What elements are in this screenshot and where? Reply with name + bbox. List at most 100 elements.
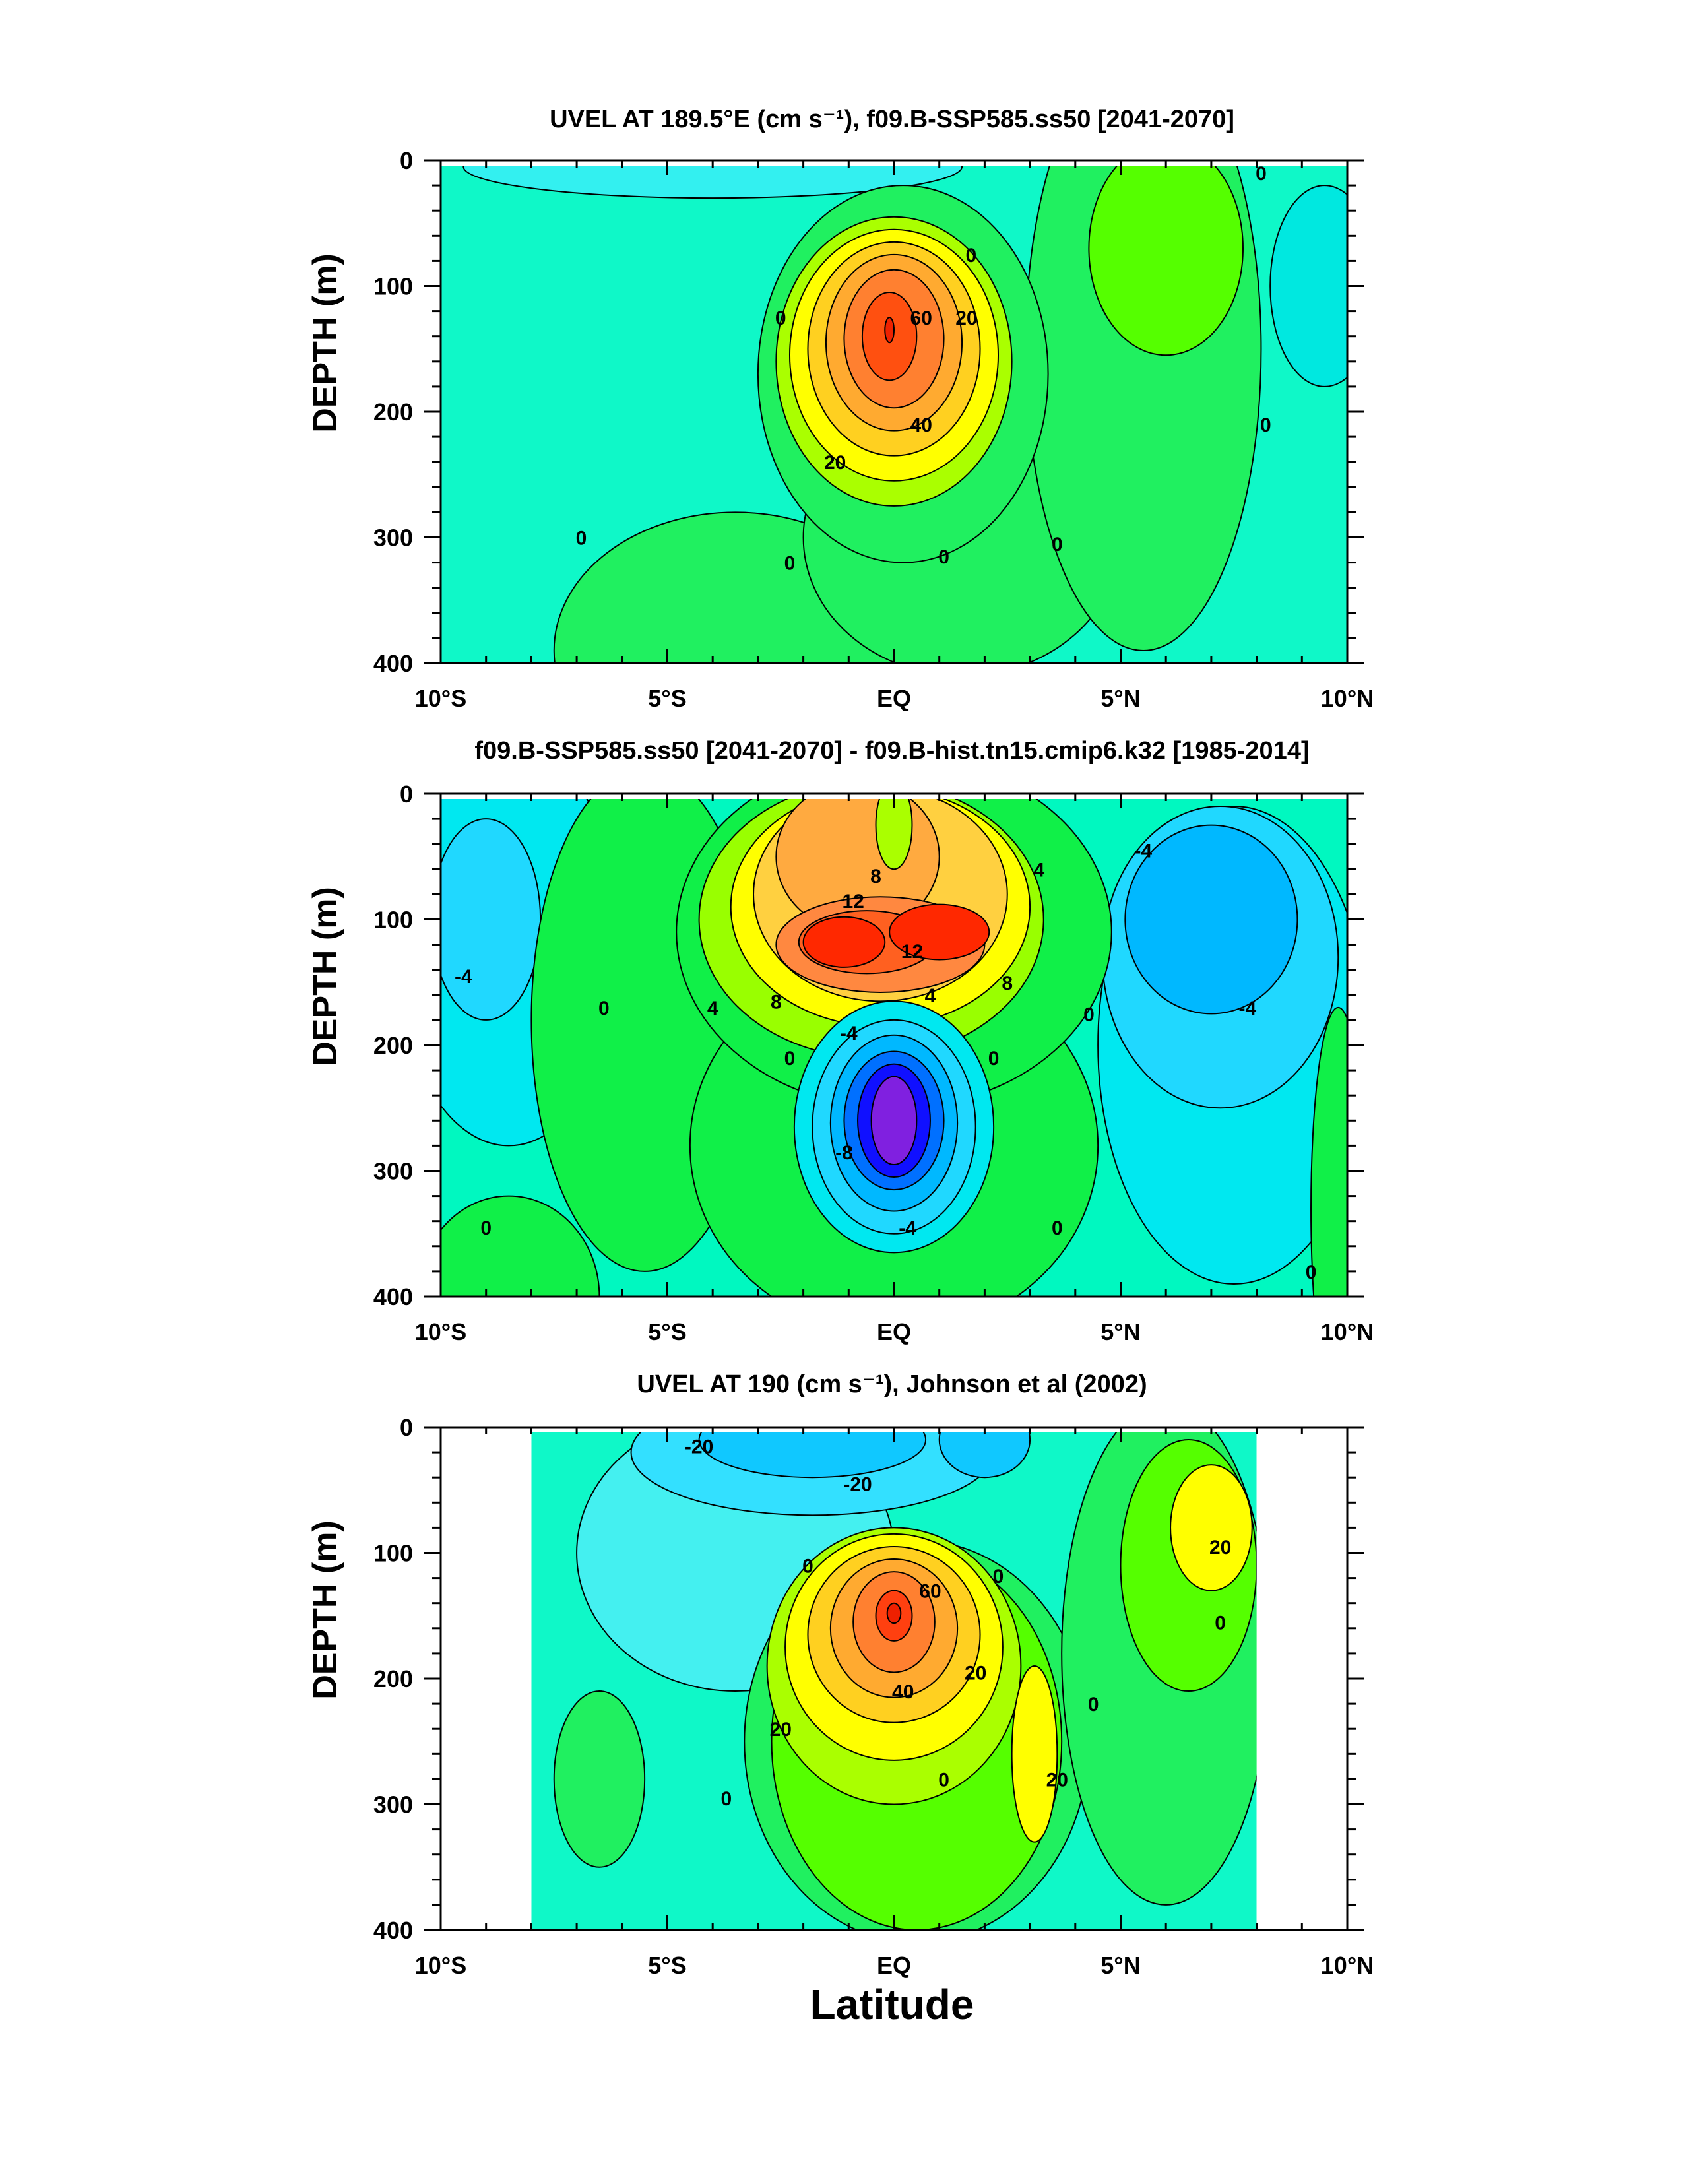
contour-region-18	[802, 916, 886, 968]
contour-label: 0	[802, 1556, 813, 1578]
contour-label: 0	[965, 245, 976, 267]
contour-label: 20	[1046, 1769, 1068, 1791]
contour-label: -8	[835, 1142, 853, 1164]
contour-region-12	[1011, 1665, 1058, 1843]
y-tick-label: 300	[373, 525, 413, 552]
panel-1-ylabel: DEPTH (m)	[306, 253, 344, 433]
x-tick-label: EQ	[877, 685, 911, 712]
contour-label: 8	[1002, 973, 1013, 994]
contour-label: 0	[938, 546, 949, 568]
y-tick-label: 0	[400, 781, 413, 808]
contour-label: 20	[824, 452, 846, 474]
x-tick-label: 5°S	[648, 685, 686, 712]
x-tick-label: 10°N	[1321, 685, 1374, 712]
contour-label: 0	[1306, 1262, 1317, 1283]
contour-label: 0	[1052, 1217, 1063, 1239]
contour-label: 20	[1209, 1537, 1231, 1558]
contour-region-4	[938, 1432, 1031, 1479]
contour-label: -4	[1135, 841, 1153, 862]
y-tick-label: 400	[373, 1917, 413, 1944]
contour-label: 20	[955, 307, 977, 329]
figure-xlabel: Latitude	[810, 1981, 974, 2028]
contour-label: 0	[1256, 163, 1267, 185]
y-tick-label: 200	[373, 399, 413, 426]
panel-2-title: f09.B-SSP585.ss50 [2041-2070] - f09.B-hi…	[474, 737, 1309, 765]
contour-region-2	[1269, 185, 1347, 387]
panel-3-ylabel: DEPTH (m)	[306, 1520, 344, 1700]
contour-label: 0	[775, 307, 786, 329]
y-tick-label: 0	[400, 1414, 413, 1441]
y-tick-label: 0	[400, 147, 413, 174]
contour-label: 40	[910, 414, 932, 436]
contour-label: 0	[1088, 1694, 1099, 1716]
x-tick-label: EQ	[877, 1952, 911, 1979]
x-tick-label: 10°N	[1321, 1952, 1374, 1979]
contour-label: 0	[988, 1048, 1000, 1070]
panel-3: UVEL AT 190 (cm s⁻¹), Johnson et al (200…	[306, 1370, 1374, 1979]
panel-1: UVEL AT 189.5°E (cm s⁻¹), f09.B-SSP585.s…	[306, 106, 1374, 712]
contour-label: 0	[1260, 414, 1271, 436]
panel-2-ylabel: DEPTH (m)	[306, 887, 344, 1066]
contour-label: 0	[480, 1217, 492, 1239]
contour-region-2	[441, 818, 542, 1021]
contour-label: -4	[1239, 998, 1257, 1019]
y-tick-label: 400	[373, 650, 413, 677]
contour-label: 0	[1083, 1004, 1095, 1025]
contour-label: 40	[892, 1681, 914, 1703]
contour-region-5	[553, 1690, 646, 1868]
contour-region-19	[889, 903, 990, 961]
contour-region-13	[1170, 1464, 1253, 1591]
contour-label: 0	[784, 1048, 796, 1070]
panel-2: f09.B-SSP585.ss50 [2041-2070] - f09.B-hi…	[306, 737, 1374, 1345]
x-tick-label: EQ	[877, 1318, 911, 1345]
contour-label: 8	[870, 866, 881, 887]
y-tick-label: 300	[373, 1791, 413, 1818]
x-tick-label: 5°N	[1100, 1318, 1140, 1345]
contour-label: 0	[1052, 534, 1063, 556]
contour-region-7	[1088, 166, 1244, 356]
y-tick-label: 100	[373, 273, 413, 300]
x-tick-label: 10°S	[415, 685, 466, 712]
contour-label: 0	[993, 1566, 1004, 1588]
contour-region-5	[1124, 824, 1298, 1015]
contour-label: 0	[1215, 1612, 1226, 1634]
contour-label: 12	[901, 941, 923, 963]
contour-label: -20	[843, 1474, 872, 1496]
contour-label: 0	[576, 528, 587, 550]
contour-field: 0 0 0 0 0 0 0 0 20 20 40 60	[441, 163, 1347, 663]
x-tick-label: 5°N	[1100, 1952, 1140, 1979]
contour-region-25	[870, 1076, 918, 1165]
panel-1-title: UVEL AT 189.5°E (cm s⁻¹), f09.B-SSP585.s…	[550, 106, 1234, 133]
contour-region-3	[698, 1432, 927, 1479]
y-tick-label: 200	[373, 1032, 413, 1059]
contour-label: 0	[598, 998, 610, 1019]
y-tick-label: 100	[373, 907, 413, 934]
contour-region-14	[884, 317, 895, 344]
contour-label: 4	[925, 985, 936, 1007]
contour-label: 20	[770, 1719, 792, 1741]
contour-label: -20	[685, 1436, 713, 1458]
contour-label: 0	[784, 553, 796, 575]
y-tick-label: 400	[373, 1283, 413, 1310]
y-tick-label: 200	[373, 1665, 413, 1692]
contour-label: 12	[842, 891, 864, 913]
contour-label: 4	[707, 998, 718, 1019]
contour-label: 60	[910, 307, 932, 329]
contour-label: -4	[455, 966, 472, 988]
contour-region-15	[875, 799, 913, 870]
contour-label: -4	[840, 1023, 858, 1044]
x-tick-label: 10°S	[415, 1318, 466, 1345]
x-tick-label: 10°N	[1321, 1318, 1374, 1345]
contour-field: -20 -20 0 0 60 40 20 20 0 0 20 0 20 0	[531, 1432, 1257, 1930]
contour-label: 0	[938, 1769, 949, 1791]
contour-label: 8	[771, 991, 782, 1013]
x-tick-label: 5°S	[648, 1318, 686, 1345]
contour-region-9	[1310, 1006, 1347, 1297]
contour-label: 4	[1033, 859, 1044, 881]
contour-label: 0	[720, 1788, 732, 1810]
contour-label: 20	[965, 1662, 986, 1684]
y-tick-label: 100	[373, 1540, 413, 1567]
x-tick-label: 10°S	[415, 1952, 466, 1979]
